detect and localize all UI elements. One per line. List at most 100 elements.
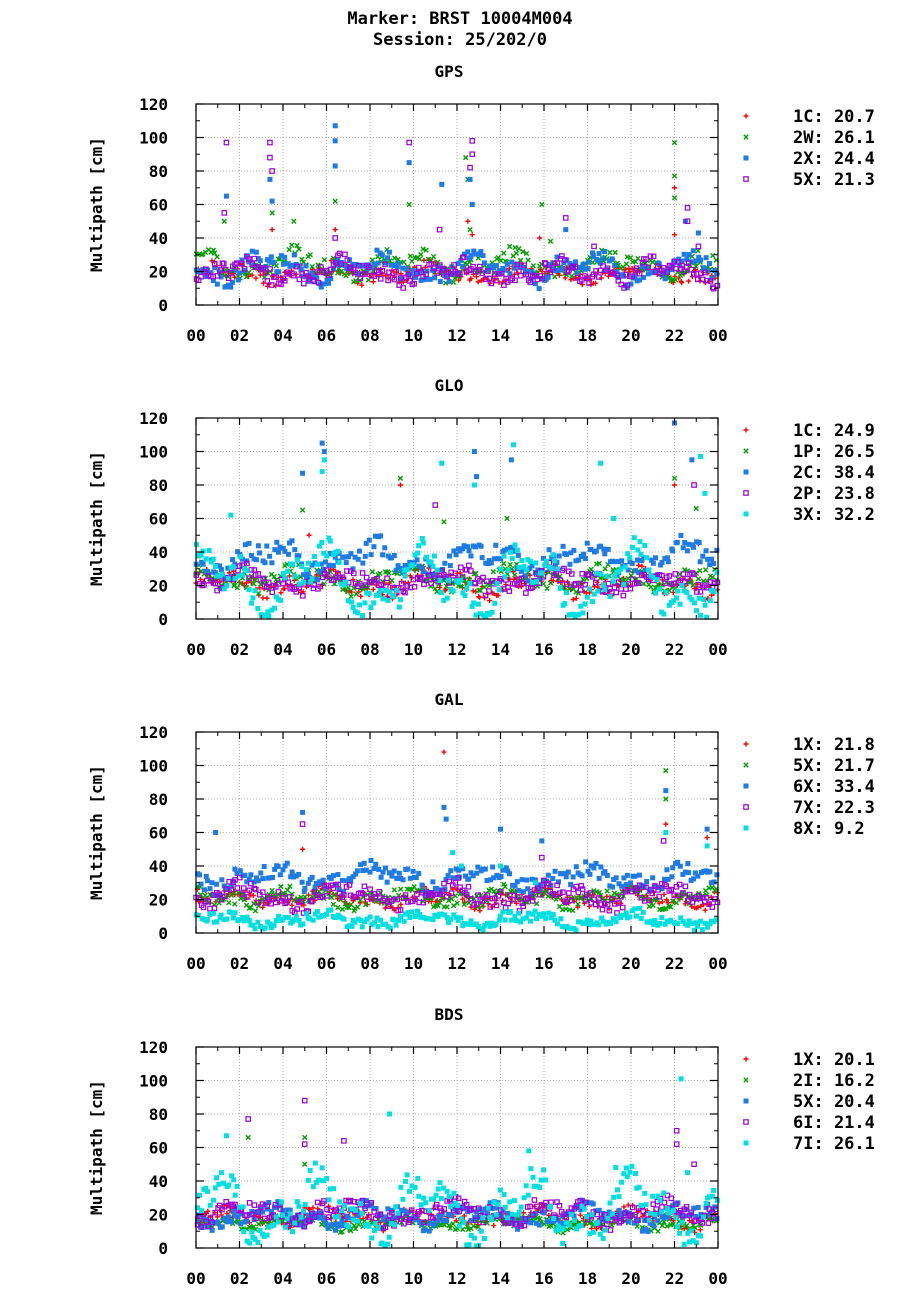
data-point <box>450 875 456 881</box>
data-point <box>207 905 213 912</box>
data-point <box>572 613 578 619</box>
data-point <box>646 897 652 904</box>
data-point <box>491 875 497 881</box>
data-point <box>441 519 447 525</box>
data-point <box>613 919 619 925</box>
data-point <box>462 593 468 599</box>
data-point <box>280 894 286 901</box>
data-point <box>216 891 222 897</box>
data-point <box>466 562 472 569</box>
data-point <box>487 904 494 910</box>
data-point <box>558 916 564 922</box>
data-point <box>338 581 344 587</box>
data-point <box>541 1210 547 1216</box>
data-point <box>636 562 642 568</box>
data-point <box>561 565 567 572</box>
data-point <box>641 555 647 561</box>
data-point <box>629 1204 636 1211</box>
data-point <box>332 549 338 555</box>
data-point <box>650 1193 656 1199</box>
data-point <box>520 249 526 255</box>
data-point <box>602 551 608 557</box>
data-point <box>336 559 342 565</box>
data-point <box>332 259 338 265</box>
data-point <box>214 919 220 925</box>
data-point <box>260 575 266 582</box>
data-point <box>311 554 317 560</box>
data-point <box>252 577 259 583</box>
data-point <box>269 198 275 204</box>
x-tick-label: 10 <box>404 954 423 973</box>
legend-entry-5X: 5X: 21.7 <box>793 756 875 776</box>
data-point <box>458 258 464 264</box>
data-point <box>212 570 218 576</box>
legend: 1C: 24.91P: 26.52C: 38.42P: 23.83X: 32.2 <box>743 421 875 525</box>
data-point <box>426 1228 432 1234</box>
data-point <box>688 1228 694 1234</box>
data-point <box>663 767 669 774</box>
data-point <box>540 877 547 884</box>
data-point <box>207 886 213 892</box>
data-point <box>198 881 204 887</box>
data-point <box>246 540 252 546</box>
data-point <box>251 900 257 907</box>
data-point <box>678 1076 684 1082</box>
data-point <box>602 248 608 254</box>
data-point <box>520 889 526 895</box>
data-point <box>377 1211 384 1218</box>
data-point <box>568 1212 574 1218</box>
data-point <box>314 269 321 275</box>
data-point <box>668 581 674 587</box>
data-point <box>284 860 290 866</box>
data-point <box>391 276 398 283</box>
legend-entry-2C: 2C: 38.4 <box>793 463 875 483</box>
data-point <box>397 482 403 488</box>
y-axis-label: Multipath [cm] <box>87 765 106 900</box>
x-tick-label: 14 <box>491 640 510 659</box>
data-point <box>277 1206 283 1212</box>
data-point <box>707 278 714 284</box>
data-point <box>568 897 575 904</box>
data-point <box>556 272 562 278</box>
data-point <box>262 269 269 276</box>
data-point <box>563 227 569 233</box>
data-point <box>301 888 307 894</box>
data-point <box>659 915 665 921</box>
data-point <box>634 557 640 563</box>
data-point <box>569 273 575 279</box>
data-point <box>477 578 483 584</box>
data-point <box>428 580 434 587</box>
data-point <box>573 558 579 564</box>
data-point <box>244 1218 250 1224</box>
data-point <box>406 139 412 146</box>
data-point <box>579 570 586 577</box>
data-point <box>249 1211 255 1218</box>
data-point <box>659 899 665 905</box>
data-point <box>244 253 250 259</box>
data-point <box>560 543 566 549</box>
data-point <box>438 887 444 893</box>
data-point <box>476 263 483 270</box>
data-point <box>371 273 378 279</box>
data-point <box>284 1216 290 1222</box>
data-point <box>271 573 277 580</box>
legend-entry-8X: 8X: 9.2 <box>793 819 865 839</box>
data-point <box>282 892 288 898</box>
data-point <box>498 863 503 869</box>
data-point <box>703 277 710 284</box>
data-point <box>538 1177 544 1183</box>
data-point <box>486 275 493 282</box>
data-point <box>468 918 474 924</box>
data-point <box>278 1199 284 1205</box>
data-point <box>214 254 220 260</box>
data-point <box>714 547 720 553</box>
data-point <box>668 886 675 893</box>
data-point <box>212 1209 218 1216</box>
data-point <box>587 871 593 877</box>
data-point <box>327 1186 333 1192</box>
data-point <box>423 247 429 253</box>
data-point <box>345 1215 351 1221</box>
data-point <box>448 890 455 896</box>
data-point <box>224 916 230 922</box>
data-point <box>660 265 667 271</box>
